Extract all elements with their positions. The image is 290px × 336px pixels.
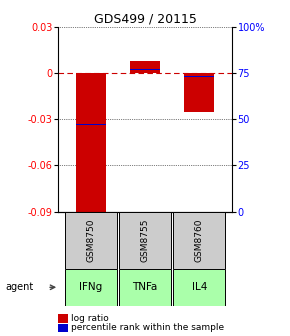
- Title: GDS499 / 20115: GDS499 / 20115: [94, 13, 196, 26]
- Bar: [119, 269, 171, 306]
- Text: GSM8750: GSM8750: [86, 218, 95, 262]
- Text: GSM8760: GSM8760: [195, 218, 204, 262]
- Text: percentile rank within the sample: percentile rank within the sample: [71, 323, 224, 332]
- Text: IL4: IL4: [192, 282, 207, 292]
- Bar: [64, 269, 117, 306]
- Bar: [184, 76, 214, 77]
- Bar: [184, 73, 214, 112]
- Text: TNFa: TNFa: [132, 282, 158, 292]
- Text: log ratio: log ratio: [71, 314, 109, 323]
- Bar: [173, 212, 226, 269]
- Text: IFNg: IFNg: [79, 282, 102, 292]
- Bar: [119, 212, 171, 269]
- Bar: [130, 69, 160, 70]
- Bar: [130, 61, 160, 73]
- Bar: [64, 212, 117, 269]
- Text: agent: agent: [6, 282, 34, 292]
- Text: GSM8755: GSM8755: [140, 218, 150, 262]
- Bar: [76, 124, 106, 125]
- Bar: [76, 73, 106, 215]
- Bar: [173, 269, 226, 306]
